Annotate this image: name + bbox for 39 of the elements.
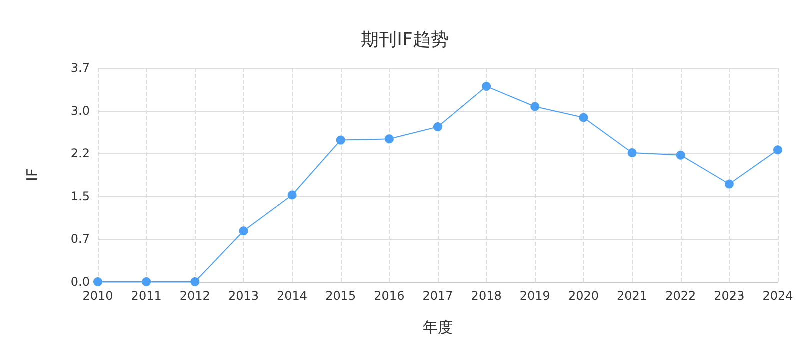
x-tick-label: 2022 [666,289,696,303]
y-tick-label: 1.5 [70,189,90,204]
point [530,102,540,112]
point [434,122,442,132]
x-tick-label: 2014 [277,289,308,303]
y-tick-label: 3.0 [70,104,90,118]
x-tick-label: 2012 [180,289,210,303]
point [142,278,152,286]
x-tick-label: 2013 [228,289,259,303]
point [628,148,637,158]
x-tick-label: 2021 [617,289,648,303]
x-tick-label: 2023 [714,289,745,303]
point [384,134,394,144]
point [579,113,588,122]
x-tick-label: 2019 [520,289,550,303]
point [724,180,734,189]
x-tick-label: 2024 [762,289,794,303]
x-tick-label: 2011 [131,289,162,303]
x-tick-label: 2020 [568,289,599,303]
point [336,136,346,145]
x-tick-label: 2016 [374,289,405,303]
x-tick-label: 2010 [82,289,114,303]
x-tick-label: 2017 [422,289,454,303]
point [190,278,200,286]
x-tick-label: 2018 [471,289,502,303]
chart-title: 期刊IF趋势 [361,30,449,50]
y-tick-label: 0.0 [70,275,90,289]
y-tick-label: 2.2 [70,146,90,161]
point [774,146,782,155]
point [239,226,248,236]
point [288,190,297,200]
x-axis-title: 年度 [423,318,453,336]
y-tick-label: 0.7 [70,232,90,246]
y-tick-label: 3.7 [70,61,90,75]
y-axis-title: IF [24,168,42,182]
point [482,82,492,92]
x-tick-label: 2015 [326,289,356,303]
point [94,278,102,286]
point [676,150,686,160]
